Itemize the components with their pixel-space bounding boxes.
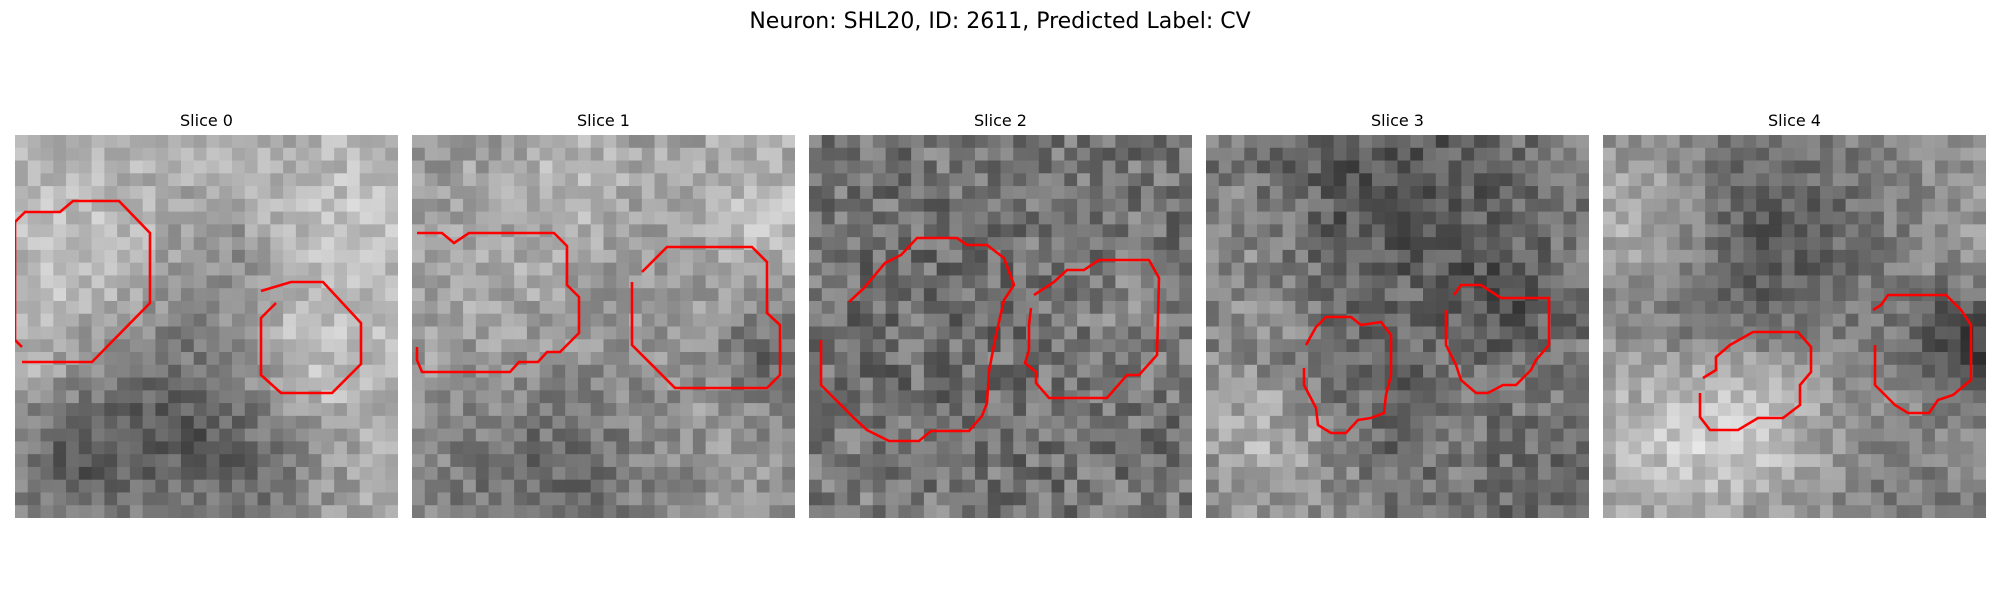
cell-contour [819, 236, 1016, 443]
cell-contour [1872, 293, 1973, 415]
slice-title: Slice 2 [974, 111, 1027, 130]
slice-panel-1: Slice 1 [412, 110, 795, 518]
slice-title: Slice 1 [577, 111, 630, 130]
grayscale-pixel-grid [1603, 135, 1986, 518]
slice-image [1603, 135, 1986, 518]
grayscale-pixel-grid [412, 135, 795, 518]
figure-title: Neuron: SHL20, ID: 2611, Predicted Label… [749, 9, 1251, 34]
slice-title: Slice 0 [180, 111, 233, 130]
slice-image [412, 135, 795, 518]
cell-contour [1023, 258, 1161, 400]
slice-title: Slice 4 [1768, 111, 1821, 130]
slice-image [809, 135, 1192, 518]
grayscale-pixel-grid [1206, 135, 1589, 518]
cell-contour [630, 245, 782, 390]
slice-image [1206, 135, 1589, 518]
slice-image [15, 135, 398, 518]
cell-contour [415, 231, 581, 374]
slice-panel-2: Slice 2 [809, 110, 1192, 518]
cell-contour [1698, 330, 1813, 432]
slice-panel-0: Slice 0 [15, 110, 398, 518]
cell-contour [1302, 315, 1393, 435]
slice-image-svg [15, 135, 398, 518]
slice-panel-3: Slice 3 [1206, 110, 1589, 518]
grayscale-pixel-grid [809, 135, 1192, 518]
slice-image-svg [1603, 135, 1986, 518]
slice-panel-4: Slice 4 [1603, 110, 1986, 518]
slice-image-svg [1206, 135, 1589, 518]
grayscale-pixel-grid [15, 135, 398, 518]
cell-contour [15, 199, 152, 364]
slice-title: Slice 3 [1371, 111, 1424, 130]
cell-contour [259, 280, 363, 395]
slice-image-svg [412, 135, 795, 518]
cell-contour [1444, 283, 1551, 395]
slice-image-svg [809, 135, 1192, 518]
